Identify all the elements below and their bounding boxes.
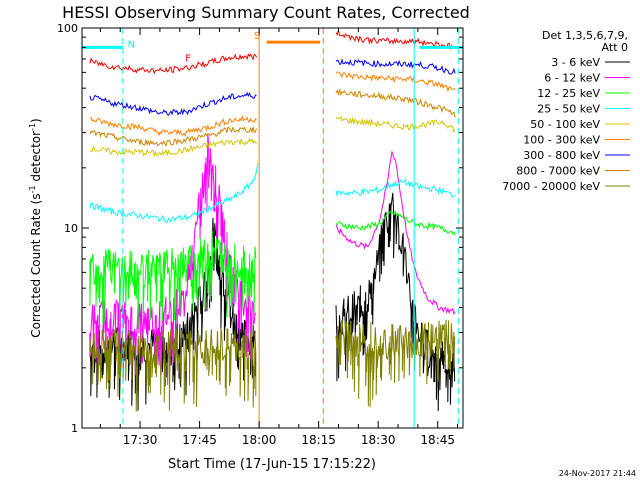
series-line-300-800-kev-seg-1 — [335, 57, 456, 75]
legend: Det 1,3,5,6,7,9, Att 0 3 - 6 keV 6 - 12 k… — [502, 29, 630, 193]
series-line-6-12-kev-seg-1 — [335, 150, 456, 316]
series-line-800-7000-kev-seg-1 — [335, 89, 456, 118]
x-axis-label: Start Time (17-Jun-15 17:15:22) — [168, 457, 376, 472]
legend-label: 7000 - 20000 keV — [502, 180, 600, 193]
legend-label: 25 - 50 keV — [537, 103, 600, 116]
series-line-unlabeled-seg-1 — [335, 29, 456, 51]
series-line-7000-20000-kev-seg-0 — [89, 327, 257, 412]
series-line-25-50-kev-seg-0 — [89, 163, 259, 224]
legend-label: 12 - 25 keV — [537, 87, 600, 100]
legend-header-line-1: Det 1,3,5,6,7,9, — [542, 29, 628, 42]
series-line-12-25-kev-seg-1 — [335, 210, 456, 236]
y-tick-label: 100 — [57, 22, 78, 35]
x-axis: 17:30 17:45 18:00 18:15 18:30 18:45 — [99, 28, 459, 447]
annotation-s: S — [254, 31, 260, 42]
y-tick-label: 10 — [64, 222, 78, 235]
legend-label: 300 - 800 keV — [523, 149, 600, 162]
x-tick-label: 18:00 — [242, 433, 277, 447]
chart-title: HESSI Observing Summary Count Rates, Cor… — [62, 3, 470, 22]
series-line-3-6-kev-seg-1 — [335, 192, 456, 412]
x-tick-label: 18:15 — [301, 433, 336, 447]
series-line-50-100-kev-seg-1 — [335, 116, 456, 133]
series-line-300-800-kev-seg-0 — [89, 91, 257, 116]
series-line-25-50-kev-seg-1 — [335, 178, 456, 199]
date-stamp: 24-Nov-2017 21:44 — [559, 469, 636, 478]
series-line-800-7000-kev-seg-0 — [89, 125, 258, 147]
series-line-100-300-kev-seg-1 — [335, 71, 456, 92]
series-line-12-25-kev-seg-0 — [89, 230, 257, 330]
annotation-n: N — [128, 39, 135, 50]
series-line-50-100-kev-seg-0 — [89, 138, 258, 158]
plot-marks: N F S — [82, 28, 463, 428]
legend-label: 3 - 6 keV — [551, 56, 600, 69]
y-axis-label: Corrected Count Rate (s-1 detector-1) — [28, 118, 43, 337]
x-tick-label: 18:45 — [420, 433, 455, 447]
series-line-7000-20000-kev-seg-1 — [335, 319, 456, 408]
y-axis: 1 10 100 — [57, 22, 463, 435]
legend-label: 50 - 100 keV — [530, 118, 600, 131]
x-tick-label: 18:30 — [361, 433, 396, 447]
series-line-unlabeled-seg-0 — [89, 53, 258, 75]
annotation-f: F — [185, 53, 191, 64]
legend-label: 6 - 12 keV — [544, 72, 600, 85]
x-tick-label: 17:45 — [182, 433, 217, 447]
legend-label: 800 - 7000 keV — [516, 165, 600, 178]
y-tick-label: 1 — [71, 422, 78, 435]
x-tick-label: 17:30 — [123, 433, 158, 447]
legend-header-line-2: Att 0 — [602, 41, 628, 54]
series-line-100-300-kev-seg-0 — [89, 114, 257, 137]
legend-label: 100 - 300 keV — [523, 134, 600, 147]
